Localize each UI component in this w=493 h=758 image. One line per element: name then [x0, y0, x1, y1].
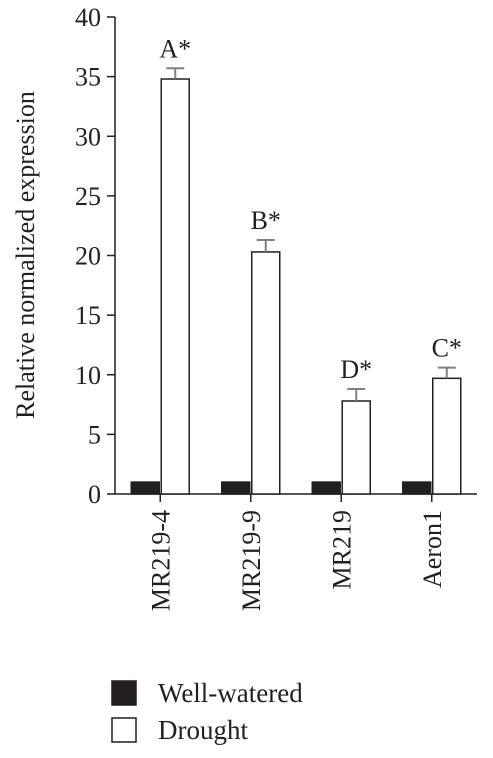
y-tick-label: 40 [75, 3, 101, 32]
x-ticks [159, 494, 433, 502]
significance-label: B* [251, 206, 281, 235]
category-label: MR219 [327, 510, 356, 589]
y-tick-label: 25 [75, 182, 101, 211]
y-tick-label: 15 [75, 301, 101, 330]
y-axis-title: Relative normalized expression [11, 91, 40, 419]
legend: Well-watered Drought [111, 678, 303, 745]
y-axis: 0 5 10 15 20 25 30 35 40 [75, 3, 116, 509]
category-labels: MR219-4 MR219-9 MR219 Aeron1 [146, 510, 447, 611]
legend-swatch [111, 717, 137, 743]
legend-label: Drought [158, 715, 248, 745]
category-label: MR219-4 [146, 510, 175, 611]
category-label: MR219-9 [237, 510, 266, 611]
x-axis [115, 493, 477, 502]
bar-drought [160, 78, 190, 495]
bar-well-watered [130, 481, 160, 495]
y-tick-label: 10 [75, 361, 101, 390]
y-tick-label: 35 [75, 63, 101, 92]
significance-label: A* [159, 34, 191, 63]
significance-labels: A* B* D* C* [159, 34, 462, 384]
bar-well-watered [221, 481, 251, 495]
legend-swatch [111, 680, 137, 706]
bar-well-watered [311, 481, 341, 495]
error-bars [166, 67, 456, 401]
bar-drought [251, 251, 281, 495]
significance-label: C* [432, 334, 462, 363]
y-ticks: 0 5 10 15 20 25 30 35 40 [75, 3, 115, 509]
category-label: Aeron1 [418, 510, 447, 588]
y-tick-label: 30 [75, 122, 101, 151]
legend-label: Well-watered [158, 678, 303, 708]
y-tick-label: 20 [75, 242, 101, 271]
bar-drought [341, 400, 371, 495]
y-tick-label: 0 [88, 480, 101, 509]
bar-well-watered [402, 481, 432, 495]
y-tick-label: 5 [88, 420, 101, 449]
bar-drought [432, 377, 462, 495]
significance-label: D* [340, 355, 372, 384]
bars [130, 78, 462, 495]
